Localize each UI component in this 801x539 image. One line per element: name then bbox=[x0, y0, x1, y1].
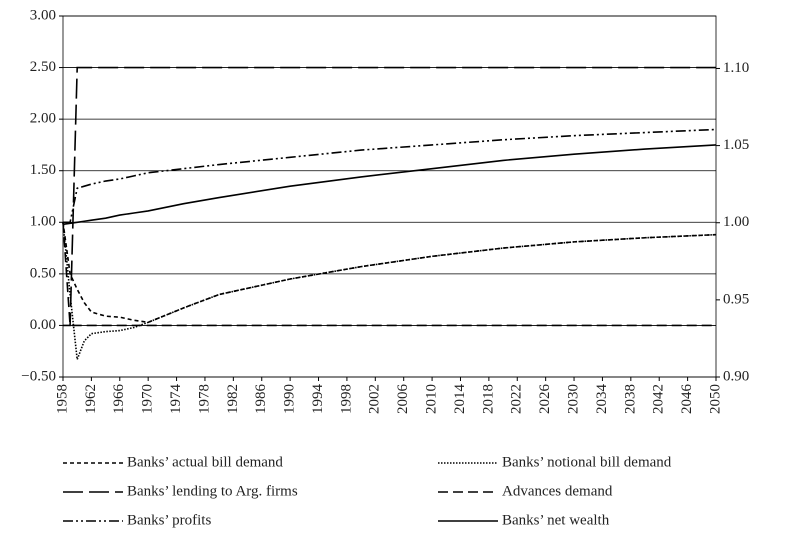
x-tick-label: 1966 bbox=[111, 384, 127, 415]
x-tick-label: 2030 bbox=[565, 384, 581, 414]
x-tick-label: 2026 bbox=[537, 384, 553, 415]
legend-label: Banks’ notional bill demand bbox=[502, 454, 672, 470]
x-tick-label: 2018 bbox=[480, 384, 496, 414]
x-tick-label: 1962 bbox=[83, 384, 99, 414]
legend-label: Advances demand bbox=[502, 483, 613, 499]
legend-label: Banks’ net wealth bbox=[502, 512, 610, 528]
x-tick-label: 1970 bbox=[140, 384, 156, 414]
x-tick-label: 1978 bbox=[196, 384, 212, 414]
x-tick-label: 1998 bbox=[338, 384, 354, 414]
x-tick-label: 2038 bbox=[622, 384, 638, 414]
x-tick-label: 2010 bbox=[424, 384, 440, 414]
y-tick-label: 1.00 bbox=[30, 214, 56, 230]
series-line bbox=[63, 128, 717, 224]
x-tick-label: 2050 bbox=[707, 384, 723, 414]
series-line bbox=[62, 222, 716, 327]
legend-label: Banks’ profits bbox=[127, 512, 211, 528]
y-tick-label: 1.50 bbox=[30, 162, 56, 178]
legend-label: Banks’ actual bill demand bbox=[127, 454, 283, 470]
series-line bbox=[62, 222, 717, 324]
y2-tick-label: 0.95 bbox=[723, 291, 749, 307]
x-tick-label: 2022 bbox=[509, 384, 525, 414]
plot-frame bbox=[62, 15, 717, 378]
legend-label: Banks’ lending to Arg. firms bbox=[127, 483, 298, 499]
y-tick-label: 0.50 bbox=[30, 265, 56, 281]
x-tick-label: 1990 bbox=[282, 384, 298, 414]
y2-tick-label: 1.10 bbox=[723, 60, 749, 76]
x-tick-label: 2006 bbox=[395, 384, 411, 415]
x-tick-label: 1994 bbox=[310, 384, 326, 415]
y-tick-label: −0.50 bbox=[21, 368, 56, 384]
x-tick-label: 2046 bbox=[679, 384, 695, 415]
series-line bbox=[63, 66, 716, 327]
y2-tick-label: 0.90 bbox=[723, 368, 749, 384]
x-tick-label: 2034 bbox=[594, 384, 610, 415]
y-tick-label: 2.50 bbox=[30, 59, 56, 75]
series-line bbox=[62, 144, 717, 226]
y-tick-label: 2.00 bbox=[30, 111, 56, 127]
x-tick-label: 2042 bbox=[651, 384, 667, 414]
x-tick-label: 1982 bbox=[225, 384, 241, 414]
y-tick-label: 0.00 bbox=[30, 317, 56, 333]
x-tick-label: 1986 bbox=[253, 384, 269, 415]
x-tick-label: 2014 bbox=[452, 384, 468, 415]
y2-tick-label: 1.05 bbox=[723, 137, 749, 153]
x-tick-label: 2002 bbox=[367, 384, 383, 414]
y-tick-label: 3.00 bbox=[30, 7, 56, 23]
x-tick-label: 1958 bbox=[54, 384, 70, 414]
y2-tick-label: 1.00 bbox=[723, 214, 749, 230]
x-tick-label: 1974 bbox=[168, 384, 184, 415]
series-line bbox=[62, 222, 717, 360]
